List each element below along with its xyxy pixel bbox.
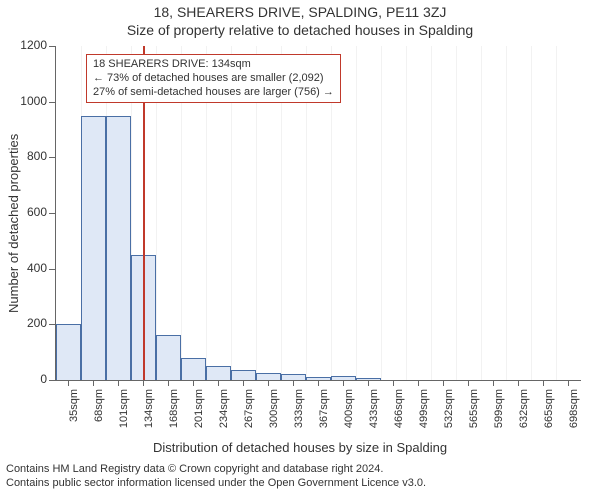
footer-line-2: Contains public sector information licen… [6,476,426,490]
x-tick-mark [343,380,344,386]
x-tick-label: 698sqm [568,389,580,439]
x-tick-label: 532sqm [443,389,455,439]
histogram-bar [181,358,206,380]
x-tick-label: 267sqm [243,389,255,439]
vgrid [406,46,407,380]
plot-area: 18 SHEARERS DRIVE: 134sqm← 73% of detach… [55,46,581,381]
x-tick-mark [118,380,119,386]
x-tick-mark [468,380,469,386]
annotation-line: ← 73% of detached houses are smaller (2,… [93,72,334,86]
annotation-line: 18 SHEARERS DRIVE: 134sqm [93,58,334,72]
y-tick-mark [49,269,55,270]
y-tick-label: 800 [15,149,47,163]
x-tick-mark [218,380,219,386]
x-tick-mark [243,380,244,386]
vgrid [506,46,507,380]
histogram-bar [81,116,106,380]
y-tick-label: 200 [15,316,47,330]
y-tick-mark [49,380,55,381]
x-tick-mark [143,380,144,386]
histogram-bar [56,324,81,380]
histogram-bar [306,377,331,380]
vgrid [556,46,557,380]
histogram-bar [331,376,356,380]
x-tick-mark [568,380,569,386]
x-tick-mark [318,380,319,386]
y-tick-mark [49,324,55,325]
x-tick-label: 499sqm [418,389,430,439]
histogram-bar [206,366,231,380]
page-title: 18, SHEARERS DRIVE, SPALDING, PE11 3ZJ [0,4,600,20]
x-tick-label: 134sqm [143,389,155,439]
x-tick-label: 433sqm [368,389,380,439]
x-axis-label: Distribution of detached houses by size … [0,440,600,455]
x-tick-mark [293,380,294,386]
x-tick-label: 400sqm [343,389,355,439]
y-tick-mark [49,102,55,103]
x-tick-mark [418,380,419,386]
x-tick-label: 599sqm [493,389,505,439]
x-tick-label: 665sqm [543,389,555,439]
x-tick-mark [268,380,269,386]
x-tick-label: 101sqm [118,389,130,439]
x-tick-label: 333sqm [293,389,305,439]
footer-attribution: Contains HM Land Registry data © Crown c… [6,462,426,491]
vgrid [431,46,432,380]
y-tick-label: 400 [15,261,47,275]
histogram-bar [156,335,181,380]
x-tick-mark [193,380,194,386]
y-tick-label: 0 [15,372,47,386]
histogram-bar [281,374,306,380]
annotation-line: 27% of semi-detached houses are larger (… [93,86,334,100]
x-tick-mark [93,380,94,386]
histogram-bar [356,378,381,380]
x-tick-mark [543,380,544,386]
x-tick-mark [393,380,394,386]
x-tick-label: 234sqm [218,389,230,439]
vgrid [356,46,357,380]
y-tick-label: 1000 [15,94,47,108]
footer-line-1: Contains HM Land Registry data © Crown c… [6,462,426,476]
y-tick-label: 1200 [15,38,47,52]
x-tick-label: 466sqm [393,389,405,439]
x-tick-mark [493,380,494,386]
vgrid [481,46,482,380]
x-tick-label: 632sqm [518,389,530,439]
x-tick-label: 68sqm [93,389,105,439]
vgrid [381,46,382,380]
histogram-bar [106,116,131,380]
x-tick-label: 300sqm [268,389,280,439]
x-tick-mark [368,380,369,386]
y-tick-mark [49,213,55,214]
histogram-bar [231,370,256,380]
x-tick-mark [168,380,169,386]
x-tick-label: 201sqm [193,389,205,439]
y-tick-label: 600 [15,205,47,219]
x-tick-label: 168sqm [168,389,180,439]
vgrid [531,46,532,380]
x-tick-label: 367sqm [318,389,330,439]
x-tick-label: 565sqm [468,389,480,439]
y-tick-mark [49,46,55,47]
annotation-box: 18 SHEARERS DRIVE: 134sqm← 73% of detach… [86,54,341,103]
x-tick-mark [518,380,519,386]
vgrid [456,46,457,380]
chart-container: 18, SHEARERS DRIVE, SPALDING, PE11 3ZJ S… [0,0,600,500]
x-tick-mark [443,380,444,386]
x-tick-mark [68,380,69,386]
chart-subtitle: Size of property relative to detached ho… [0,22,600,38]
x-tick-label: 35sqm [68,389,80,439]
y-tick-mark [49,157,55,158]
histogram-bar [256,373,281,380]
